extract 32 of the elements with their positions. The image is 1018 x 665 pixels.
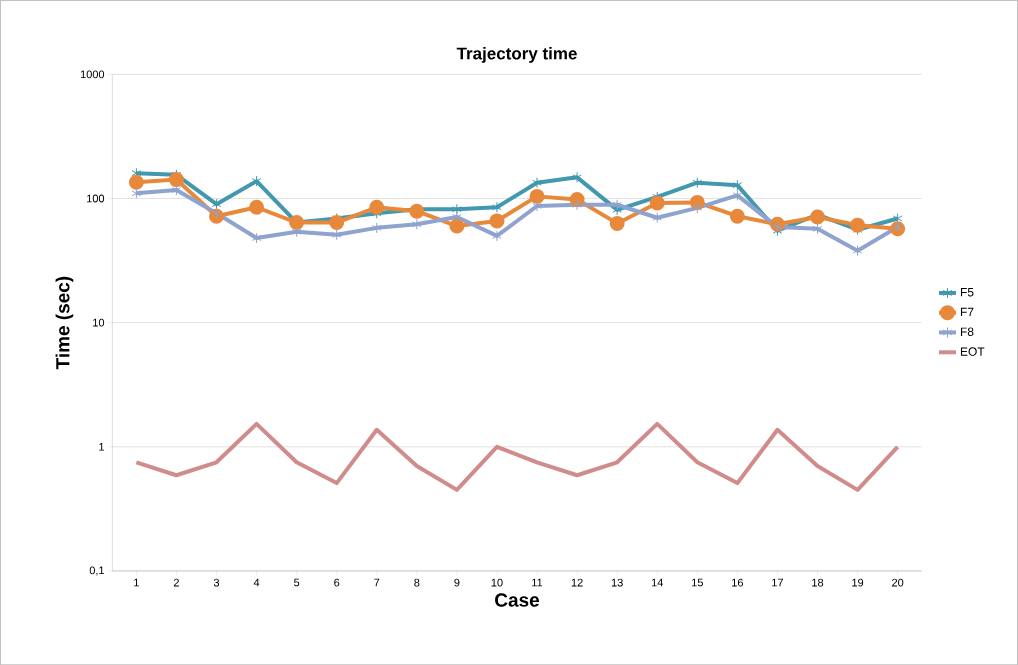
x-tick-label: 14 <box>651 578 664 587</box>
x-tick-label: 9 <box>454 578 460 587</box>
x-tick-label: 3 <box>213 578 220 587</box>
x-tick-label: 4 <box>253 578 260 587</box>
x-tick-label: 7 <box>374 578 380 587</box>
x-tick-label: 8 <box>414 578 420 587</box>
x-tick-label: 6 <box>334 578 340 587</box>
y-tick-label: 100 <box>87 194 105 203</box>
x-tick-label: 17 <box>772 578 783 587</box>
x-tick-label: 20 <box>892 578 904 587</box>
legend-label: EOT <box>960 347 985 356</box>
y-tick-label: 1 <box>99 442 105 451</box>
x-tick-label: 11 <box>532 578 543 587</box>
x-tick-label: 15 <box>692 578 703 587</box>
chart-title: Trajectory time <box>456 46 577 63</box>
x-tick-label: 5 <box>294 578 300 587</box>
y-tick-label: 1000 <box>80 70 105 79</box>
x-tick-label: 1 <box>134 578 139 587</box>
legend-label: F7 <box>960 307 974 316</box>
y-axis-title: Time (sec) <box>55 276 74 370</box>
x-tick-label: 13 <box>611 578 623 587</box>
x-tick-label: 18 <box>812 578 824 587</box>
x-tick-label: 10 <box>491 578 503 587</box>
legend-label: F5 <box>960 287 974 297</box>
legend-label: F8 <box>960 327 974 336</box>
y-tick-label: 0,1 <box>89 566 105 576</box>
x-tick-label: 16 <box>732 578 743 587</box>
x-axis-title: Case <box>495 593 540 607</box>
x-tick-label: 2 <box>173 578 179 587</box>
x-tick-label: 19 <box>852 578 864 587</box>
y-tick-label: 10 <box>93 318 105 327</box>
x-tick-label: 12 <box>571 578 583 587</box>
